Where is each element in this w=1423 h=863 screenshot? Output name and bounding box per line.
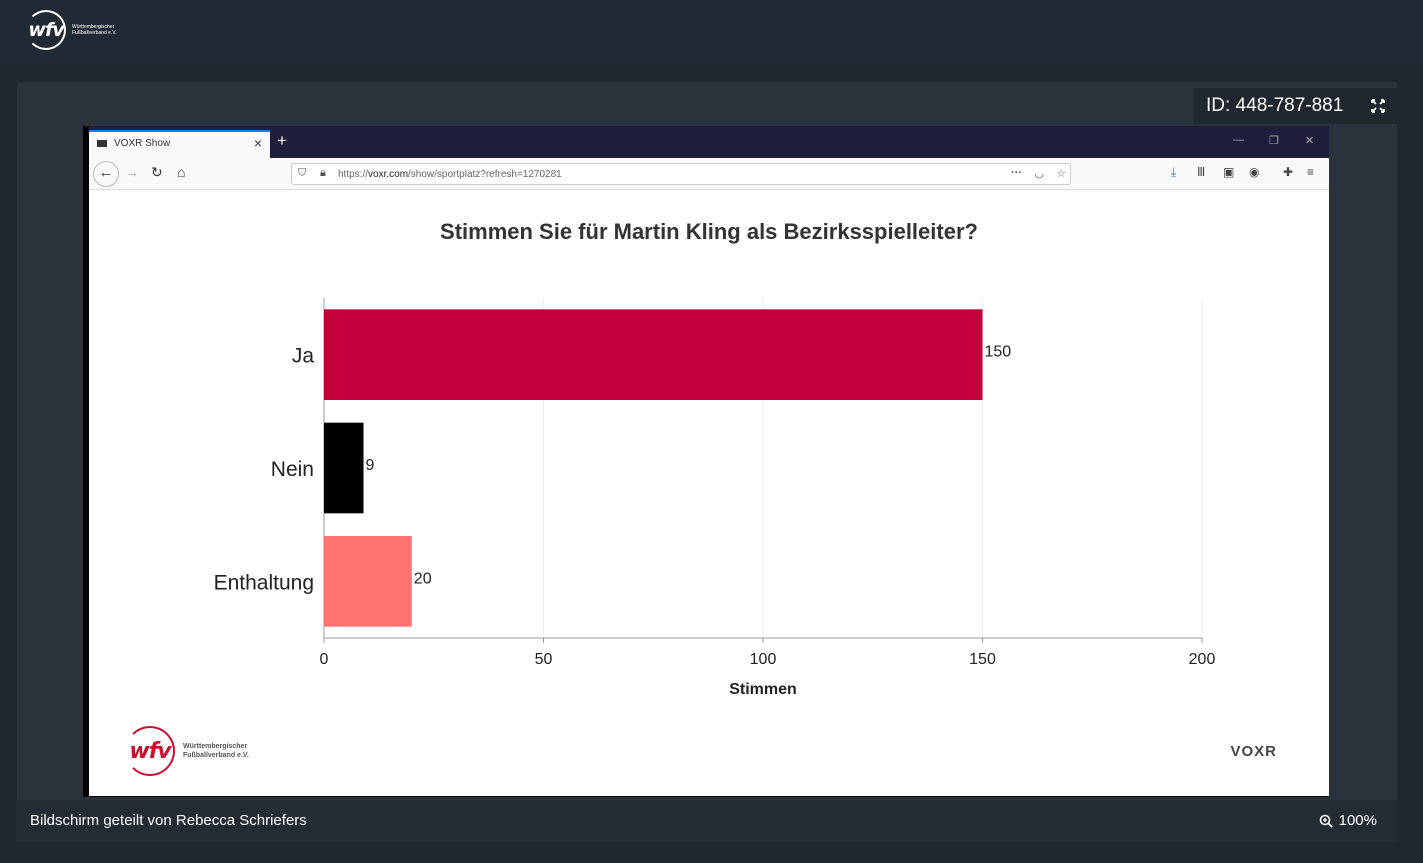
wfv-logo-mark: wfv [26,10,66,50]
voxr-logo: VOXR [1230,743,1277,760]
forward-icon[interactable]: → [125,164,139,180]
screen-share-stage: ID: 448-787-881 VOXR Show × + — ❐ ✕ ← → … [17,82,1397,842]
library-icon[interactable]: Ⅲ [1197,165,1206,179]
footer-wfv-logo-text: wfv [129,738,171,764]
meeting-id-box: ID: 448-787-881 [1194,88,1397,124]
extensions-icon[interactable]: ✚ [1283,165,1294,179]
back-icon[interactable]: ← [93,161,119,187]
zoom-control[interactable]: 100% [1319,812,1377,829]
fullscreen-icon[interactable] [1371,99,1385,113]
bottom-bar: Bildschirm geteilt von Rebecca Schriefer… [17,800,1397,842]
shared-screen: VOXR Show × + — ❐ ✕ ← → ↻ ⌂ ⛉ 🔒︎ https:/… [83,126,1329,797]
data-label: 9 [366,457,375,474]
x-tick-label: 0 [320,651,329,668]
footer-wfv-logo-subtitle: Württembergischer Fußballverband e.V. [183,743,249,759]
bar-enthaltung [324,536,412,627]
screen-share-label: Bildschirm geteilt von Rebecca Schriefer… [30,812,307,829]
x-tick-label: 100 [750,651,777,668]
browser-nav-bar: ← → ↻ ⌂ ⛉ 🔒︎ https://voxr.com/show/sport… [89,158,1329,190]
bar-ja [324,309,983,400]
home-icon[interactable]: ⌂ [177,164,186,180]
data-label: 150 [985,344,1012,361]
browser-tab-bar: VOXR Show × + — ❐ ✕ [89,126,1329,158]
camera-icon [97,140,107,147]
browser-window: VOXR Show × + — ❐ ✕ ← → ↻ ⌂ ⛉ 🔒︎ https:/… [89,126,1329,796]
download-icon[interactable]: ⤓ [1171,165,1177,179]
pocket-icon[interactable]: ◡ [1034,168,1044,180]
minimize-icon[interactable]: — [1233,134,1244,146]
sidebar-icon[interactable]: ▣ [1223,165,1235,179]
url-bar[interactable]: ⛉ 🔒︎ https://voxr.com/show/sportplatz?re… [291,163,1071,185]
footer-wfv-logo-mark: wfv [125,726,175,776]
x-tick-label: 150 [969,651,996,668]
lock-icon: 🔒︎ [320,167,326,179]
shield-icon: ⛉ [298,167,307,179]
wfv-logo: wfv Württembergischer Fußballverband e.V… [26,10,142,50]
browser-tab[interactable]: VOXR Show × [89,130,270,158]
new-tab-button[interactable]: + [277,131,287,150]
tab-title: VOXR Show [114,138,171,149]
x-tick-label: 50 [535,651,553,668]
close-window-icon[interactable]: ✕ [1305,135,1315,147]
close-tab-icon[interactable]: × [253,135,262,151]
meeting-id: ID: 448-787-881 [1206,95,1344,116]
zoom-in-icon [1319,814,1333,828]
menu-icon[interactable]: ≡ [1307,165,1315,179]
bar-nein [324,422,364,514]
footer-wfv-logo: wfv Württembergischer Fußballverband e.V… [125,726,273,776]
x-tick-label: 200 [1189,651,1216,668]
bookmark-star-icon[interactable]: ☆ [1056,168,1066,180]
url-text: https://voxr.com/show/sportplatz?refresh… [338,169,562,180]
zoom-level: 100% [1338,812,1377,829]
more-actions-icon[interactable]: ··· [1011,167,1022,179]
reload-icon[interactable]: ↻ [151,164,163,180]
category-label: Enthaltung [214,571,314,594]
wfv-logo-subtitle: Württembergischer Fußballverband e.V. [72,24,117,36]
category-label: Nein [271,458,314,481]
wfv-logo-text: wfv [28,19,64,41]
x-axis-label: Stimmen [729,681,797,698]
restore-icon[interactable]: ❐ [1269,135,1279,147]
chart-title: Stimmen Sie für Martin Kling als Bezirks… [440,219,978,244]
data-label: 20 [414,570,432,587]
top-bar: wfv Württembergischer Fußballverband e.V… [0,0,1423,62]
account-icon[interactable]: ◉ [1249,165,1260,179]
category-label: Ja [292,345,315,368]
